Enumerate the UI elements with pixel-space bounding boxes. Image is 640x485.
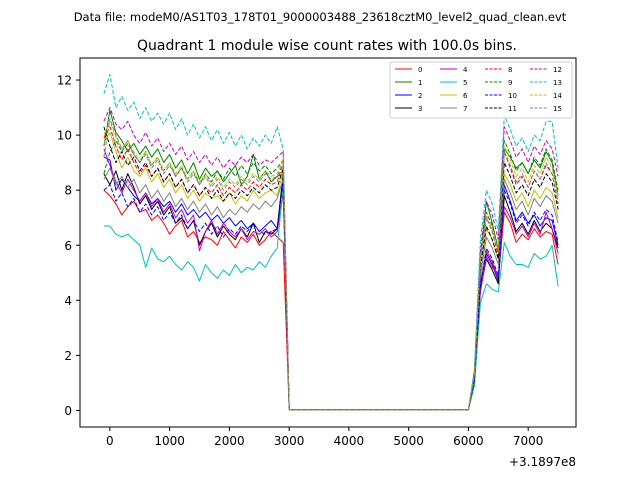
legend-box — [389, 61, 573, 119]
legend-entry-6: 6 — [440, 92, 468, 100]
legend-entry-13: 13 — [530, 79, 562, 87]
legend-entry-5: 5 — [440, 79, 467, 87]
legend-label: 3 — [418, 105, 422, 113]
legend-label: 11 — [508, 105, 517, 113]
legend-label: 8 — [508, 66, 512, 74]
legend-label: 6 — [463, 92, 468, 100]
y-tick-label: 6 — [64, 239, 72, 253]
legend-entry-12: 12 — [530, 66, 562, 74]
legend-entry-3: 3 — [395, 105, 422, 113]
legend-label: 15 — [553, 105, 562, 113]
legend-label: 10 — [508, 92, 517, 100]
legend-label: 7 — [463, 105, 467, 113]
x-tick-label: 1000 — [154, 434, 185, 448]
x-offset-label: +3.1897e8 — [509, 455, 576, 469]
legend-entry-1: 1 — [395, 79, 422, 87]
legend-entry-4: 4 — [440, 66, 468, 74]
legend-label: 5 — [463, 79, 467, 87]
legend-label: 1 — [418, 79, 422, 87]
legend-label: 14 — [553, 92, 562, 100]
legend-label: 4 — [463, 66, 468, 74]
y-tick-label: 0 — [64, 404, 72, 418]
legend-entry-15: 15 — [530, 105, 562, 113]
legend-entry-9: 9 — [485, 79, 512, 87]
legend-entry-11: 11 — [485, 105, 517, 113]
x-tick-label: 3000 — [274, 434, 305, 448]
x-tick-label: 7000 — [513, 434, 544, 448]
x-tick-label: 5000 — [393, 434, 424, 448]
y-tick-label: 8 — [64, 184, 72, 198]
y-tick-label: 12 — [57, 74, 72, 88]
y-tick-label: 2 — [64, 349, 72, 363]
legend-label: 2 — [418, 92, 422, 100]
legend-label: 12 — [553, 66, 562, 74]
series-lines — [103, 74, 559, 411]
legend-label: 0 — [418, 66, 422, 74]
legend-entry-0: 0 — [395, 66, 422, 74]
chart-title: Quadrant 1 module wise count rates with … — [137, 38, 517, 54]
legend-entry-10: 10 — [485, 92, 517, 100]
legend-entry-2: 2 — [395, 92, 422, 100]
x-tick-label: 6000 — [453, 434, 484, 448]
legend-entry-14: 14 — [530, 92, 562, 100]
x-tick-label: 4000 — [334, 434, 365, 448]
x-tick-label: 0 — [106, 434, 114, 448]
x-tick-label: 2000 — [214, 434, 245, 448]
plot-border — [79, 57, 577, 428]
legend-entry-7: 7 — [440, 105, 467, 113]
legend-label: 13 — [553, 79, 562, 87]
series-line-15 — [103, 118, 559, 411]
x-axis: 0 1000 2000 3000 4000 5000 6000 7000 — [106, 427, 543, 448]
series-line-10 — [103, 181, 559, 411]
y-axis: 0 2 4 6 8 10 12 — [57, 74, 80, 418]
legend-label: 9 — [508, 79, 512, 87]
suptitle: Data file: modeM0/AS1T03_178T01_90000034… — [74, 10, 567, 24]
y-tick-label: 4 — [64, 294, 72, 308]
y-tick-label: 10 — [57, 129, 72, 143]
series-line-12 — [103, 107, 559, 411]
legend-entry-8: 8 — [485, 66, 512, 74]
